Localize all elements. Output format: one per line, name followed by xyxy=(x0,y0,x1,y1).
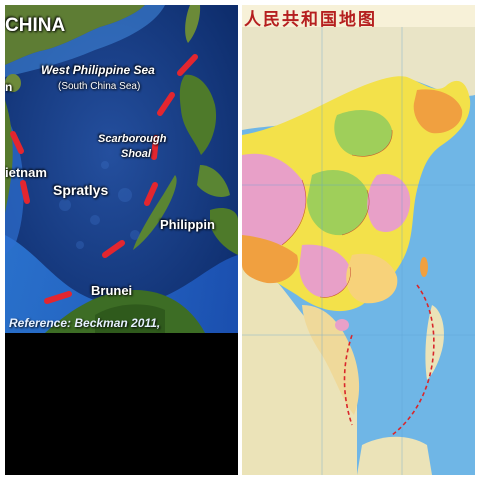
label-vietnam: ietnam xyxy=(5,165,47,180)
province-west xyxy=(242,153,306,253)
borneo-land xyxy=(357,436,432,475)
map-title: 人民共和国地图 xyxy=(244,10,377,30)
taiwan-island xyxy=(420,257,428,277)
label-china: CHINA xyxy=(5,15,66,36)
province-east xyxy=(367,174,411,233)
indochina-land xyxy=(302,305,360,415)
province-northeast xyxy=(413,89,463,134)
seafloor-texture xyxy=(59,161,140,249)
dash-2 xyxy=(157,92,175,116)
label-shoal: Shoal xyxy=(121,148,151,160)
label-south-china-sea: (South China Sea) xyxy=(58,81,141,92)
dash-4 xyxy=(144,182,158,206)
reference-caption: Reference: Beckman 2011, xyxy=(9,316,161,330)
hainan-island xyxy=(335,319,349,331)
china-coast-shelf xyxy=(5,5,165,77)
nine-dash-line xyxy=(10,54,198,304)
right-map-panel: 人民共和国地图 xyxy=(242,5,475,475)
dash-1 xyxy=(177,54,198,76)
province-southwest xyxy=(299,244,351,298)
province-tibet xyxy=(242,235,298,284)
political-map xyxy=(242,5,475,475)
china-land xyxy=(5,5,145,65)
philippines-land xyxy=(425,305,444,380)
taiwan-island xyxy=(185,5,201,43)
mindanao-island xyxy=(210,208,238,255)
label-philippines: Philippin xyxy=(160,217,215,232)
dash-3 xyxy=(151,135,159,160)
province-north xyxy=(334,110,393,157)
borneo-ridge xyxy=(95,304,165,333)
dash-5 xyxy=(102,240,125,258)
black-bottom-area xyxy=(5,333,238,475)
nine-dash-line xyxy=(343,284,435,436)
map-graticule xyxy=(242,25,475,475)
dash-8 xyxy=(20,180,30,204)
label-scarborough: Scarborough xyxy=(98,133,167,145)
province-south xyxy=(346,253,398,304)
province-central xyxy=(307,170,370,236)
dash-6 xyxy=(44,291,72,304)
satellite-map xyxy=(5,5,238,475)
left-map-panel: CHINA West Philippine Sea (South China S… xyxy=(5,5,238,475)
hainan-island xyxy=(5,74,21,92)
label-brunei: Brunei xyxy=(91,283,133,298)
palawan-island xyxy=(133,175,177,250)
label-spratlys: Spratlys xyxy=(53,182,109,198)
label-west-philippine-sea: West Philippine Sea xyxy=(41,63,155,77)
luzon-island xyxy=(179,74,217,155)
label-left-edge-fragment: n xyxy=(5,80,13,94)
southern-neighbors xyxy=(242,255,357,475)
dash-7 xyxy=(10,131,24,154)
vietnam-land xyxy=(5,100,13,215)
province-borders xyxy=(281,129,393,298)
visayas-islands xyxy=(197,165,230,197)
northern-neighbors xyxy=(242,25,475,130)
title-strip xyxy=(242,5,475,27)
